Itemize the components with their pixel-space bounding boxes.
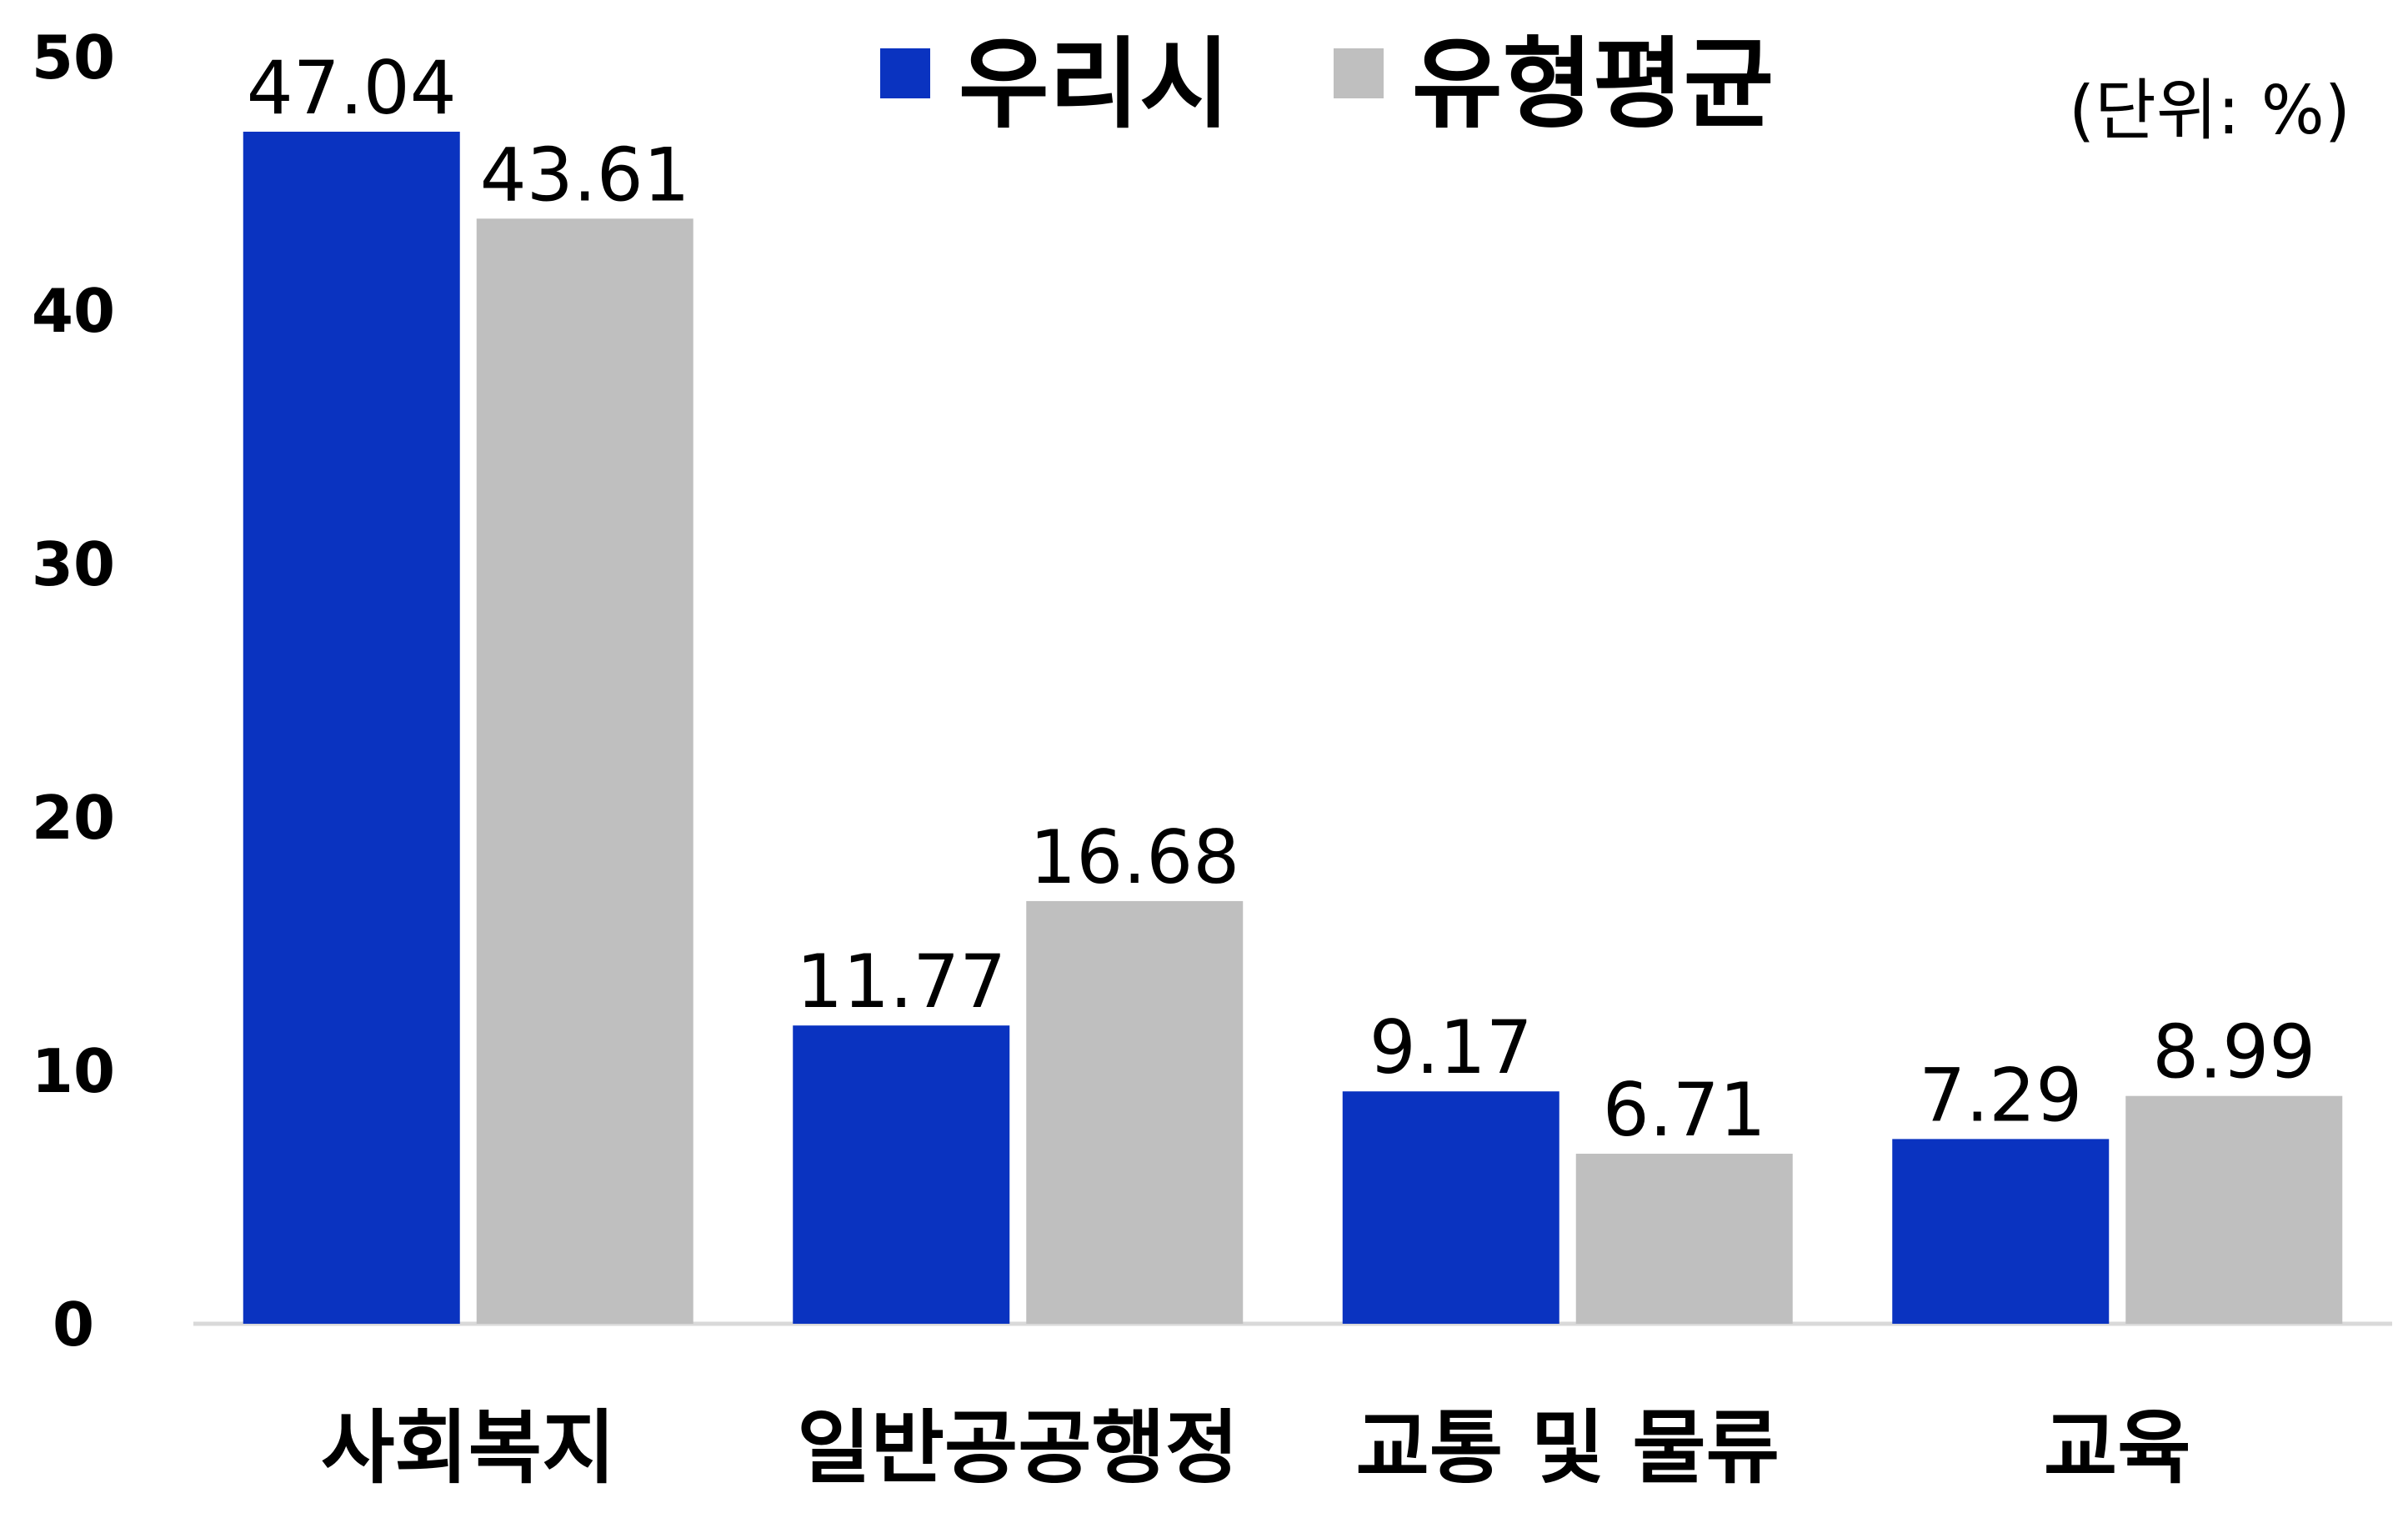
y-tick-label: 0 [53,1290,94,1360]
data-label: 47.04 [247,45,457,131]
bar [243,131,460,1324]
legend-swatch [1334,48,1384,98]
y-tick-label: 20 [32,783,115,853]
y-axis-ticks: 0 10 20 30 40 50 [32,23,115,1360]
bars [243,131,2343,1325]
legend-swatch [880,48,930,98]
data-label: 7.29 [1919,1052,2082,1138]
y-tick-label: 50 [32,23,115,93]
data-labels: 47.04 43.61 11.77 16.68 9.17 6.71 7.29 8.99 [247,45,2315,1153]
legend-label: 우리시 [959,27,1230,142]
data-label: 11.77 [796,939,1006,1025]
data-label: 6.71 [1603,1067,1766,1153]
data-label: 9.17 [1369,1004,1533,1090]
data-label: 43.61 [480,132,690,218]
x-category-label: 교육 [2044,1401,2191,1495]
y-tick-label: 10 [32,1036,115,1106]
x-axis-category-labels: 사회복지 일반공공행정 교통 및 물류 교육 [321,1401,2190,1495]
data-label: 8.99 [2152,1009,2315,1095]
unit-label: (단위: %) [2069,72,2350,149]
y-tick-label: 30 [32,529,115,599]
data-label: 16.68 [1029,814,1239,900]
bar [2125,1095,2343,1324]
x-category-label: 교통 및 물류 [1356,1401,1780,1495]
bar [1892,1139,2110,1324]
legend-label: 유형평균 [1412,27,1774,142]
bar [1575,1154,1793,1324]
bar [1342,1091,1559,1324]
bar [476,218,693,1325]
bar [793,1025,1010,1324]
x-category-label: 일반공공행정 [797,1401,1239,1495]
y-tick-label: 40 [32,276,115,346]
bar [1026,900,1244,1324]
legend: 우리시 유형평균 [880,27,1774,142]
x-category-label: 사회복지 [321,1401,615,1495]
